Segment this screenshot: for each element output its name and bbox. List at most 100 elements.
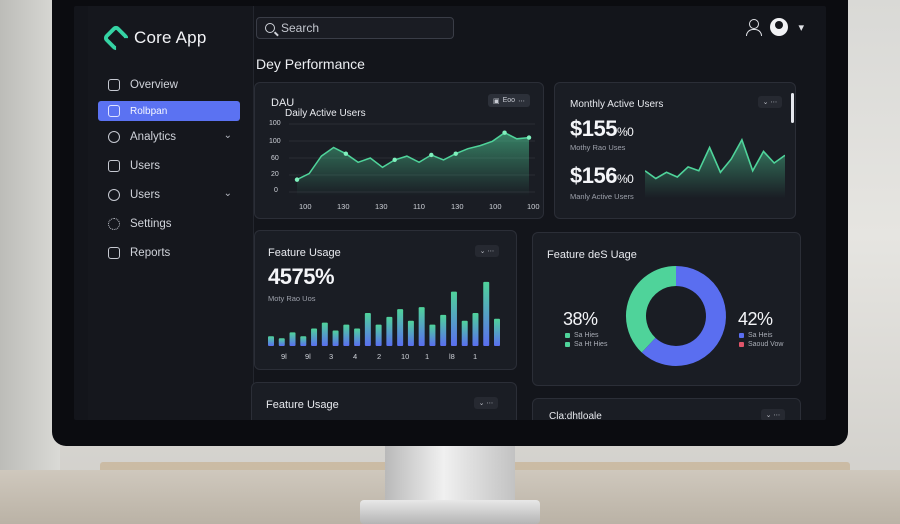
feature-bar xyxy=(375,324,382,346)
mau-value-2: $156%0 xyxy=(570,163,634,189)
y-tick: 0 xyxy=(274,187,278,194)
donut-title: Feature deS Uage xyxy=(547,249,637,261)
page-title: Dey Performance xyxy=(256,56,365,72)
menu-caret-icon[interactable]: ▾ xyxy=(798,21,804,34)
feature-bar xyxy=(440,314,447,346)
feature-bar xyxy=(278,338,285,346)
donut-slice xyxy=(641,266,726,366)
bottom-right-card: Cla:dhtloale ⌄ ⋯ xyxy=(532,398,801,420)
sidebar-item-settings[interactable]: Settings xyxy=(88,211,254,237)
feature-expand-button[interactable]: ⌄ ⋯ xyxy=(475,245,499,257)
x-tick: 100 xyxy=(527,202,540,211)
logo-icon xyxy=(101,23,131,53)
x-tick: 2 xyxy=(377,352,382,361)
dau-point xyxy=(502,130,507,135)
donut-right-legend-2: Saoud Vow xyxy=(739,341,783,348)
feature-usage-card: Feature Usage ⌄ ⋯ 4575% Moty Rao Uos 9l 9… xyxy=(254,230,517,370)
monitor-stand xyxy=(385,440,515,510)
feature-bar xyxy=(268,336,274,346)
legend-label: Saoud Vow xyxy=(748,341,784,348)
sidebar-item-label: Settings xyxy=(130,218,172,230)
mau-card: Monthly Active Users ⌄ ⋯ $155%0 Mothy Ra… xyxy=(554,82,796,219)
chevron-down-icon[interactable]: ⌄ xyxy=(223,188,232,199)
app-logo[interactable]: Core App xyxy=(101,23,207,53)
avatar[interactable] xyxy=(770,18,789,36)
sidebar-item-users[interactable]: Users xyxy=(88,153,254,179)
square-icon xyxy=(108,160,120,172)
y-tick: 100 xyxy=(269,120,281,127)
monitor-stand-base xyxy=(360,500,540,524)
search-input[interactable] xyxy=(281,21,441,35)
mau-value-2-number: $156 xyxy=(570,163,617,188)
lock-icon xyxy=(108,105,120,117)
background-wall xyxy=(0,0,60,524)
y-tick: 60 xyxy=(271,155,279,162)
screen: Core App Overview Rolbpan Analytics ⌄ xyxy=(74,6,826,420)
dau-options-chip[interactable]: ▣ Eoo ⋯ xyxy=(488,94,531,107)
dau-label: DAU xyxy=(271,97,295,109)
donut-chart xyxy=(626,266,726,366)
sidebar-item-label: Users xyxy=(130,160,161,172)
dau-point xyxy=(392,157,397,163)
feature-value: 4575% xyxy=(268,264,335,289)
mau-value-1-number: $155 xyxy=(570,116,617,141)
donut-right-legend-1: Sa Heis xyxy=(739,332,773,339)
feature-sub: Moty Rao Uos xyxy=(268,294,316,303)
donut-left-legend-2: Sa Ht Hies xyxy=(565,341,607,348)
x-tick: 9l xyxy=(281,352,287,361)
top-icons: ▾ xyxy=(746,18,804,36)
x-tick: 130 xyxy=(337,202,350,211)
mau-value-2-suffix: %0 xyxy=(616,172,634,186)
dau-chip-label: Eoo xyxy=(502,97,516,104)
x-tick: 1 xyxy=(473,352,478,361)
mau-value-1-suffix: %0 xyxy=(616,125,634,139)
legend-swatch xyxy=(739,342,744,347)
sidebar-item-rolbpan[interactable]: Rolbpan xyxy=(98,101,240,121)
feature-bar xyxy=(472,312,479,346)
sidebar-item-label: Reports xyxy=(130,247,171,259)
search-bar[interactable] xyxy=(256,17,454,39)
report-icon xyxy=(108,247,120,259)
sidebar-item-users-group[interactable]: Users ⌄ xyxy=(88,182,254,208)
legend-swatch xyxy=(565,333,570,338)
sidebar-item-overview[interactable]: Overview xyxy=(88,72,254,98)
sidebar-item-label: Overview xyxy=(130,79,178,91)
feature-bar xyxy=(321,322,328,346)
bottom-feature-expand-button[interactable]: ⌄ ⋯ xyxy=(474,397,498,409)
dau-title: Daily Active Users xyxy=(285,108,366,119)
x-tick: 9l xyxy=(305,352,311,361)
donut-slice xyxy=(626,266,677,353)
dau-line xyxy=(296,131,530,181)
chevron-down-icon[interactable]: ⌄ xyxy=(223,130,232,141)
feature-bar xyxy=(354,328,361,346)
sidebar-item-reports[interactable]: Reports xyxy=(88,240,254,266)
feature-bar xyxy=(386,316,393,346)
x-tick: 1 xyxy=(425,352,430,361)
x-tick: 100 xyxy=(489,202,502,211)
user-icon[interactable] xyxy=(746,19,763,36)
scrollbar[interactable] xyxy=(791,93,794,123)
dau-point xyxy=(526,135,532,140)
x-tick: 110 xyxy=(413,202,425,211)
mau-expand-button[interactable]: ⌄ ⋯ xyxy=(758,96,782,108)
donut-right-pct: 42% xyxy=(738,309,773,329)
sidebar-item-label: Analytics xyxy=(130,131,177,143)
users-icon xyxy=(108,189,120,201)
dau-point xyxy=(294,177,300,182)
feature-bar xyxy=(450,291,457,346)
sidebar: Core App Overview Rolbpan Analytics ⌄ xyxy=(88,6,254,420)
more-icon: ⋯ xyxy=(518,97,526,105)
sidebar-item-analytics[interactable]: Analytics ⌄ xyxy=(88,124,254,150)
feature-title: Feature Usage xyxy=(268,247,341,259)
donut-left-legend-1: Sa Hies xyxy=(565,332,599,339)
feature-donut-card: Feature deS Uage 38% Sa Hies Sa Ht Hies … xyxy=(532,232,801,386)
bottom-right-expand-button[interactable]: ⌄ ⋯ xyxy=(761,409,785,420)
x-tick: l8 xyxy=(449,352,455,361)
mau-area xyxy=(645,139,785,198)
app-title: Core App xyxy=(134,28,207,47)
bottom-feature-card: Feature Usage ⌄ ⋯ xyxy=(251,382,517,420)
legend-swatch xyxy=(739,333,744,338)
legend-label: Sa Hies xyxy=(574,332,599,339)
dau-point xyxy=(429,152,434,158)
